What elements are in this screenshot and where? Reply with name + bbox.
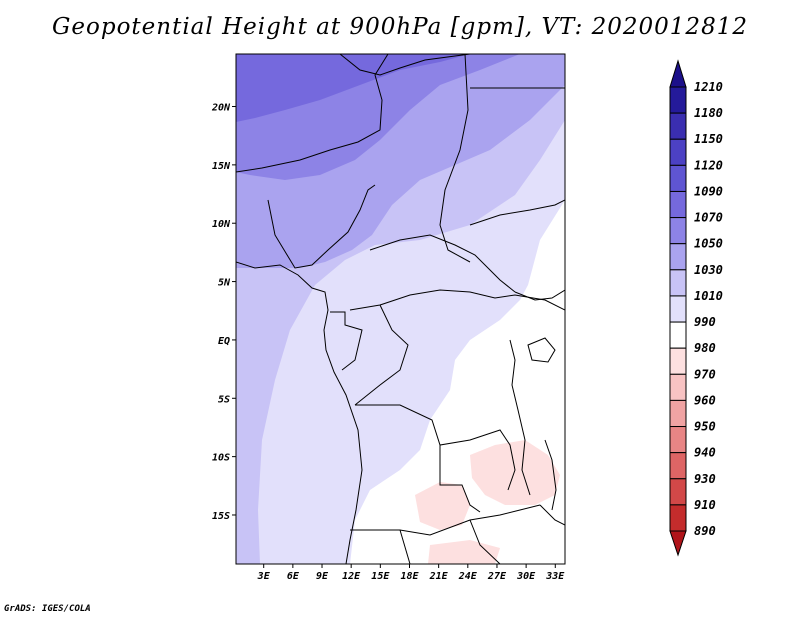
- congo-basin-border: [354, 304, 409, 406]
- colorbar-band: [669, 164, 687, 192]
- colorbar-label: 940: [694, 446, 716, 460]
- colorbar-label: 980: [694, 341, 716, 355]
- colorbar-band: [669, 399, 687, 428]
- sahel-border: [236, 54, 389, 173]
- map-frame: [235, 53, 566, 565]
- colorbar-label: 1030: [694, 263, 723, 277]
- lake-victoria: [527, 337, 556, 363]
- lon-tick-label: 12E: [342, 571, 361, 582]
- colorbar-label: 1210: [694, 80, 723, 94]
- country-borders: [236, 54, 565, 564]
- colorbar-band: [669, 138, 687, 166]
- colorbar-label: 890: [694, 524, 716, 538]
- longitude-axis: 3E 6E 9E 12E 15E 18E 21E 24E 27E 30E 33E: [257, 564, 565, 582]
- lat-tick-label: 15N: [212, 161, 231, 172]
- ethiopia-border: [469, 199, 565, 226]
- field-980-region-south: [428, 540, 500, 564]
- colorbar-label: 1070: [694, 211, 723, 225]
- lat-tick-label: 5S: [218, 394, 230, 405]
- colorbar-band: [669, 86, 687, 114]
- colorbar-label: 960: [694, 393, 716, 407]
- chad-sudan-border: [439, 54, 471, 263]
- colorbar-bottom-arrow: [669, 530, 687, 557]
- colorbar-band: [669, 269, 687, 297]
- lon-tick-label: 18E: [400, 571, 419, 582]
- lon-tick-label: 21E: [429, 571, 449, 582]
- lon-tick-label: 9E: [316, 571, 329, 582]
- colorbar-band: [669, 347, 687, 375]
- lat-tick-label: 15S: [212, 511, 230, 522]
- botswana-border: [469, 519, 501, 564]
- lon-tick-label: 6E: [287, 571, 300, 582]
- east-africa-border: [514, 289, 565, 301]
- lat-tick-label: 20N: [211, 103, 231, 114]
- lon-tick-label: 24E: [458, 571, 478, 582]
- lat-tick-label: 10N: [212, 219, 231, 230]
- lon-tick-label: 15E: [371, 571, 390, 582]
- lake-malawi: [544, 439, 557, 511]
- colorbar-band: [669, 217, 687, 245]
- gabon-border: [330, 311, 363, 371]
- field-1090-region: [236, 54, 470, 122]
- chad-libya-border: [339, 54, 471, 76]
- colorbar-label: 990: [694, 315, 716, 329]
- west-coastline: [236, 261, 363, 564]
- colorbar-band: [669, 190, 687, 219]
- field-980-region-east: [470, 440, 560, 505]
- colorbar-band: [669, 112, 687, 140]
- colorbar-band: [669, 243, 687, 271]
- grads-credit: GrADS: IGES/COLA: [4, 604, 91, 614]
- mozambique-border: [539, 504, 565, 526]
- lat-tick-label: EQ: [218, 336, 230, 347]
- lon-tick-label: 3E: [257, 571, 271, 582]
- colorbar-label: 1120: [694, 158, 723, 172]
- colorbar-band: [669, 504, 687, 532]
- chart-title: Geopotential Height at 900hPa [gpm], VT:…: [52, 14, 748, 40]
- colorbar-band: [669, 373, 687, 401]
- lon-tick-label: 33E: [545, 571, 565, 582]
- namibia-border: [399, 529, 411, 564]
- nigeria-cameroon-border: [267, 184, 376, 269]
- colorbar-label: 930: [694, 472, 716, 486]
- latitude-axis: 20N 15N 10N 5N EQ 5S 10S 15S: [211, 103, 236, 522]
- lon-tick-label: 27E: [487, 571, 507, 582]
- colorbar-label: 970: [694, 367, 716, 381]
- colorbar-label: 1090: [694, 184, 723, 198]
- colorbar-band: [669, 426, 687, 454]
- drc-south-border: [355, 404, 516, 491]
- colorbar: 1210 1180 1150 1120 1090 1070 1050 1030 1010 990 9…: [669, 59, 723, 557]
- lon-tick-label: 30E: [516, 571, 536, 582]
- lat-tick-label: 10S: [212, 453, 230, 464]
- colorbar-label: 950: [694, 420, 716, 434]
- zambia-border: [439, 445, 481, 513]
- field-980-region-west: [415, 482, 470, 530]
- colorbar-label: 1180: [694, 106, 723, 120]
- colorbar-label: 1010: [694, 289, 723, 303]
- congo-north-border: [349, 289, 565, 311]
- colorbar-band: [669, 478, 687, 506]
- colorbar-label: 910: [694, 498, 716, 512]
- car-border: [369, 234, 516, 293]
- height-field: [236, 54, 565, 564]
- colorbar-top-arrow: [669, 59, 687, 88]
- colorbar-band: [669, 321, 687, 349]
- great-lakes: [509, 339, 531, 496]
- lat-tick-label: 5N: [218, 278, 231, 289]
- colorbar-label: 1050: [694, 237, 723, 251]
- colorbar-band: [669, 452, 687, 480]
- colorbar-band: [669, 295, 687, 323]
- colorbar-label: 1150: [694, 132, 723, 146]
